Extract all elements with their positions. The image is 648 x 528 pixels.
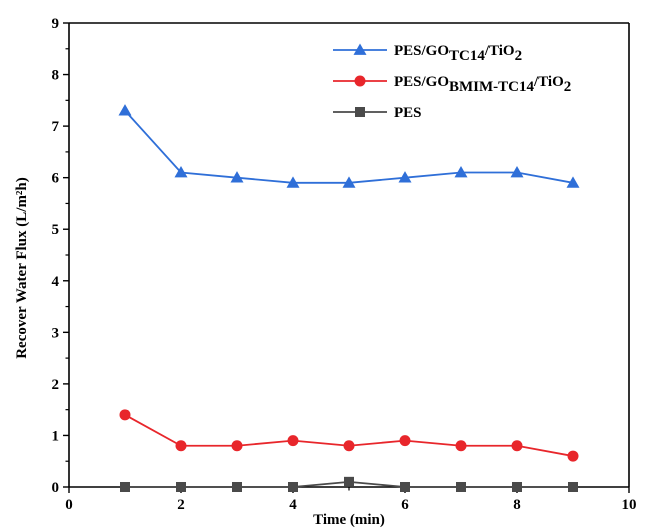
series-2 — [119, 409, 579, 462]
y-tick-label: 7 — [52, 119, 60, 135]
data-point — [455, 440, 467, 452]
x-tick-label: 2 — [177, 497, 185, 513]
legend-entry-3: PES — [333, 105, 422, 121]
data-point — [287, 435, 299, 447]
y-tick-label: 3 — [52, 325, 60, 341]
series-3 — [120, 476, 578, 492]
data-point — [120, 482, 130, 492]
axis-ticks: 0 2 4 6 8 10 0 1 2 3 4 5 6 7 8 9 — [52, 16, 637, 513]
x-axis-title: Time (min) — [313, 512, 385, 528]
data-point — [343, 440, 355, 452]
legend-label: PES/GOTC14/TiO2 — [394, 43, 522, 64]
data-point — [118, 104, 132, 116]
data-point — [399, 435, 411, 447]
series-1 — [118, 104, 580, 188]
data-point — [566, 176, 580, 188]
data-point — [288, 482, 298, 492]
data-point — [175, 440, 187, 452]
y-axis-title: Recover Water Flux (L/m²h) — [14, 177, 30, 359]
data-point — [342, 176, 356, 188]
legend-entry-2: PES/GOBMIM-TC14/TiO2 — [333, 74, 571, 95]
legend: PES/GOTC14/TiO2 PES/GOBMIM-TC14/TiO2 PES — [333, 43, 571, 121]
legend-label: PES/GOBMIM-TC14/TiO2 — [394, 74, 571, 95]
data-point — [454, 166, 468, 178]
axes-frame — [68, 22, 630, 488]
y-tick-label: 5 — [52, 222, 60, 238]
x-tick-label: 4 — [289, 497, 297, 513]
data-point — [512, 482, 522, 492]
y-tick-label: 9 — [52, 16, 60, 32]
y-tick-label: 6 — [52, 171, 60, 187]
y-tick-label: 1 — [52, 428, 60, 444]
data-point — [176, 482, 186, 492]
data-point — [567, 450, 579, 462]
data-point — [119, 409, 131, 421]
legend-marker — [354, 75, 366, 87]
x-tick-label: 8 — [513, 497, 521, 513]
x-tick-label: 0 — [65, 497, 73, 513]
y-tick-label: 2 — [52, 377, 60, 393]
legend-entry-1: PES/GOTC14/TiO2 — [333, 43, 522, 64]
data-point — [568, 482, 578, 492]
data-point — [344, 476, 354, 487]
y-tick-label: 0 — [52, 480, 60, 496]
legend-marker — [355, 107, 365, 117]
data-point — [456, 482, 466, 492]
series-line — [124, 110, 574, 184]
y-tick-label: 4 — [52, 274, 60, 290]
x-tick-label: 10 — [622, 497, 637, 513]
data-point — [174, 166, 188, 178]
legend-label: PES — [394, 105, 422, 121]
data-point — [398, 171, 412, 183]
y-tick-label: 8 — [52, 68, 60, 84]
legend-marker — [353, 43, 367, 55]
data-point — [286, 176, 300, 188]
data-point — [232, 482, 242, 492]
data-point — [511, 440, 523, 452]
data-point — [231, 440, 243, 452]
data-point — [230, 171, 244, 183]
series-layer — [118, 104, 580, 492]
data-point — [510, 166, 524, 178]
data-point — [400, 482, 410, 492]
x-tick-label: 6 — [401, 497, 409, 513]
